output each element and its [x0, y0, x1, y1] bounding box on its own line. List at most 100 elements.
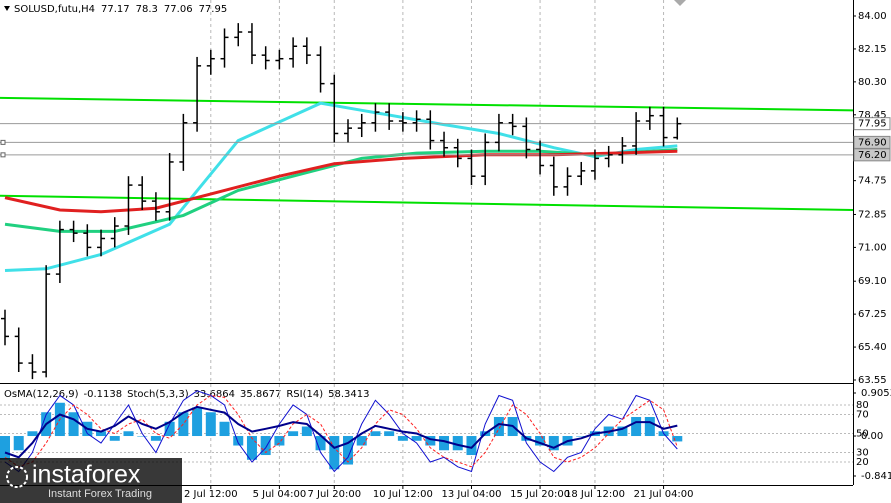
time-label: 13 Jul 04:00 [441, 489, 501, 500]
osma-bar [246, 436, 257, 460]
price-tick-label: 67.25 [858, 309, 887, 320]
osma-bar [274, 436, 285, 446]
osma-bar [384, 431, 395, 437]
price-tick-label: 84.00 [858, 11, 887, 22]
osma-bar [68, 412, 79, 437]
symbol-title: SOLUSD,futu,H4 [14, 4, 95, 15]
watermark-box [0, 458, 182, 503]
price-tick-label: 71.00 [858, 242, 887, 253]
osma-tick-label: -0.8412 [861, 471, 891, 482]
osma-bar [370, 431, 381, 437]
osma-bar [150, 436, 161, 441]
osma-bar [411, 436, 422, 441]
level-handle [0, 139, 6, 145]
price-tick-label: 80.30 [858, 77, 887, 88]
indicator-value: -0.1138 [84, 389, 123, 400]
watermark-brand: instaforex [32, 461, 141, 489]
osma-tick-label: 0.9053 [861, 388, 891, 399]
price-tick-label: 78.45 [858, 110, 887, 121]
level-label: 77.95 [858, 119, 887, 130]
time-label: 21 Jul 04:00 [634, 489, 694, 500]
indicator-value: 35.8677 [240, 389, 281, 400]
osma-bar [205, 412, 216, 437]
indicator-header: OsMA(12,26,9) -0.1138 Stoch(5,3,3) 33.6864 3… [4, 389, 369, 400]
osma-bar [260, 436, 271, 456]
price-tick-label: 74.75 [858, 176, 887, 187]
price-tick-label: 72.85 [858, 209, 887, 220]
osma-bar [356, 436, 367, 446]
indicator-name: RSI(14) [286, 389, 323, 400]
indicator-value: 33.6864 [194, 389, 235, 400]
osma-bar [672, 436, 683, 442]
time-label: 5 Jul 04:00 [253, 489, 307, 500]
watermark-logo [6, 466, 28, 488]
time-label: 2 Jul 12:00 [184, 489, 238, 500]
osma-bar [96, 431, 107, 437]
level-label-box [853, 117, 891, 131]
time-label: 10 Jul 12:00 [373, 489, 433, 500]
osma-bar [617, 426, 628, 437]
osma-bar [315, 436, 326, 451]
indicator-value: 58.3413 [328, 389, 369, 400]
moving-average [4, 148, 678, 233]
ohlc-value: 78.3 [136, 4, 158, 15]
osma-bar [425, 436, 436, 446]
oscillator-line [4, 405, 678, 459]
oscillator-tick-label: 70 [856, 410, 869, 421]
level-handle [0, 152, 6, 158]
osma-tick-label: 0.00 [861, 431, 883, 442]
osma-bar [219, 421, 230, 437]
ohlc-value: 77.06 [164, 4, 193, 15]
shift-marker [674, 0, 686, 6]
osma-bar [439, 436, 450, 451]
level-label-box [853, 148, 891, 162]
oscillator-line [4, 390, 678, 473]
ohlc-value: 77.95 [199, 4, 228, 15]
osma-bar [27, 431, 38, 437]
level-label: 76.90 [858, 137, 887, 148]
watermark: instaforex Instant Forex Trading [0, 458, 182, 503]
osma-bar [192, 407, 203, 437]
osma-bar [0, 436, 10, 460]
time-label: 18 Jul 12:00 [565, 489, 625, 500]
osma-bar [535, 436, 546, 446]
menu-arrow[interactable] [4, 6, 10, 11]
price-tick-label: 82.15 [858, 44, 887, 55]
osma-bar [13, 436, 24, 451]
watermark-tagline: Instant Forex Trading [48, 488, 152, 500]
osma-bar [178, 412, 189, 437]
osma-bar [644, 417, 655, 437]
osma-bar [466, 436, 477, 456]
osma-bar [452, 436, 463, 451]
oscillator-tick-label: 30 [856, 448, 869, 459]
osma-bar [301, 426, 312, 437]
oscillator-line [4, 394, 678, 468]
osma-bar [288, 431, 299, 437]
oscillator-tick-label: 50 [856, 429, 869, 440]
time-label: 15 Jul 20:00 [510, 489, 570, 500]
osma-bar [343, 436, 353, 465]
level-label: 76.20 [858, 150, 887, 161]
osma-bar [576, 436, 587, 437]
trend-line [0, 96, 854, 112]
indicator-name: OsMA(12,26,9) [4, 389, 79, 400]
osma-bar [329, 436, 340, 470]
ohlc-value: 77.17 [101, 4, 130, 15]
osma-bar [548, 436, 559, 451]
osma-bar [109, 436, 120, 441]
price-tick-label: 69.10 [858, 276, 887, 287]
osma-bar [493, 417, 504, 437]
oscillator-tick-label: 80 [856, 400, 869, 411]
osma-bar [233, 436, 244, 446]
osma-bar [137, 436, 148, 437]
indicator-name: Stoch(5,3,3) [127, 389, 189, 400]
symbol-header: SOLUSD,futu,H4 77.17 78.3 77.06 77.95 [14, 4, 227, 15]
osma-bar [397, 436, 408, 441]
price-tick-label: 65.40 [858, 342, 887, 353]
time-label: 7 Jul 20:00 [307, 489, 361, 500]
osma-bar [164, 421, 175, 437]
osma-bar [631, 417, 642, 437]
price-tick-label: 63.55 [858, 375, 887, 386]
